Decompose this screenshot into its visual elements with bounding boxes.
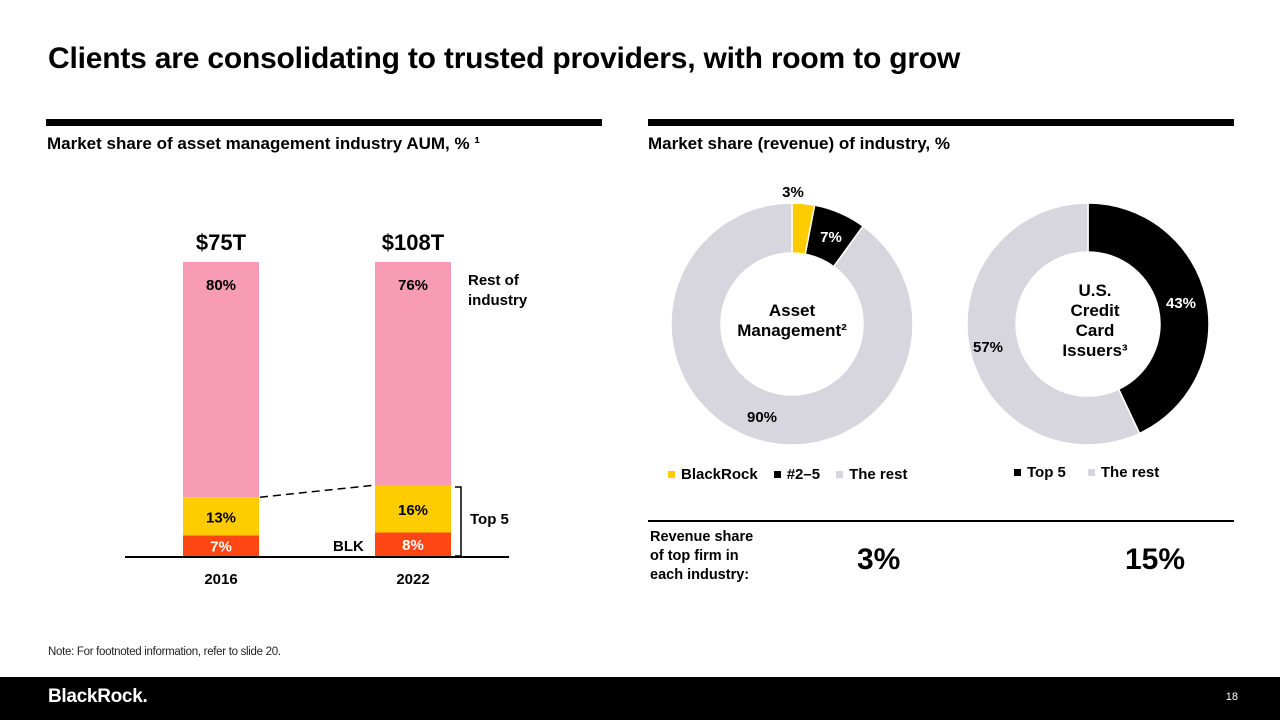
center-label-line: Asset: [769, 301, 816, 320]
donut-label-the-rest: 57%: [973, 339, 1003, 356]
legend-item-top5: Top 5: [1014, 464, 1066, 481]
legend-item-blackrock: BlackRock: [668, 466, 758, 483]
donut-slice-the-rest: [966, 202, 1141, 446]
revenue-share-label-line: of top firm in: [650, 548, 739, 564]
x-tick-2016: 2016: [204, 571, 237, 588]
donut-label-the-rest: 90%: [747, 409, 777, 426]
bar-label-rest-2022: 76%: [398, 277, 428, 294]
bar-segment-blk-2022: [375, 532, 451, 556]
revenue-share-label-line: each industry:: [650, 567, 750, 583]
credit-card-donut: 43% 57%: [966, 202, 1210, 446]
legend-label: Top 5: [1027, 464, 1066, 481]
asset-management-legend: BlackRock #2–5 The rest: [668, 466, 923, 483]
legend-label: BlackRock: [681, 466, 758, 483]
top5-bracket: [455, 486, 462, 557]
legend-swatch: [773, 471, 781, 478]
rest-of-industry-annotation: Rest of industry: [468, 272, 528, 309]
bar-label-blk-2022: 8%: [402, 537, 424, 554]
footer-bar: [0, 677, 1280, 720]
bar-label-top5-2022: 16%: [398, 502, 428, 519]
asset-management-center-label: Asset Management²: [737, 301, 847, 340]
left-section-rule: [46, 119, 602, 126]
footnote: Note: For footnoted information, refer t…: [48, 646, 281, 658]
legend-item-rest: The rest: [836, 466, 907, 483]
legend-swatch: [668, 471, 675, 478]
x-tick-2022: 2022: [396, 571, 429, 588]
donut-label-blackrock: 3%: [782, 184, 804, 201]
bar-label-blk-2016: 7%: [210, 539, 232, 556]
right-chart-title: Market share (revenue) of industry, %: [648, 134, 950, 153]
bar-segment-top5-2022: [375, 485, 451, 533]
revenue-share-label: Revenue share of top firm in each indust…: [650, 528, 753, 585]
bar-segment-rest-2022: [375, 262, 451, 486]
bar-segment-rest-2016: [183, 262, 259, 498]
bar-label-rest-2016: 80%: [206, 277, 236, 294]
center-label-line: Issuers³: [1062, 341, 1128, 360]
legend-item-peers: #2–5: [773, 466, 821, 483]
legend-label: The rest: [1100, 464, 1160, 481]
slide-title: Clients are consolidating to trusted pro…: [48, 42, 961, 75]
donut-label-top-5: 43%: [1166, 295, 1196, 312]
center-label-line: Card: [1076, 321, 1115, 340]
top5-annotation: Top 5: [470, 511, 509, 528]
page-number: 18: [1225, 691, 1238, 703]
asset-management-donut: 3% 7% 90%: [670, 184, 914, 446]
legend-swatch: [836, 471, 844, 478]
bar-label-top5-2016: 13%: [206, 509, 236, 526]
stacked-bar-chart: 7% 13% 80% 8% 16% 76% $75T $108T 2016 2022 Re…: [125, 230, 528, 588]
blackrock-logo: BlackRock.: [48, 686, 148, 707]
donut-slice-the-rest: [670, 202, 914, 446]
total-label-2022: $108T: [382, 230, 445, 255]
donut-label--2-5: 7%: [820, 229, 842, 246]
legend-label: The rest: [849, 466, 908, 483]
left-chart-title: Market share of asset management industr…: [47, 134, 480, 153]
legend-swatch: [1014, 469, 1021, 476]
center-label-line: Credit: [1070, 301, 1119, 320]
credit-card-top-firm-share: 15%: [1125, 543, 1186, 576]
bar-segment-blk-2016: [183, 535, 259, 556]
top5-connector-line: [259, 484, 373, 498]
blk-annotation: BLK: [333, 538, 364, 555]
revenue-share-label-line: Revenue share: [650, 529, 754, 545]
credit-card-center-label: U.S. Credit Card Issuers³: [1062, 281, 1128, 360]
credit-card-legend: Top 5 The rest: [1014, 464, 1175, 481]
total-label-2016: $75T: [196, 230, 247, 255]
center-label-line: U.S.: [1078, 281, 1111, 300]
bar-segment-top5-2016: [183, 497, 259, 536]
legend-swatch: [1087, 469, 1095, 476]
donut-charts: 3% 7% 90% 43% 57% Asset Management² U.S. Cred…: [670, 184, 1210, 446]
right-section-rule: [648, 119, 1234, 126]
legend-item-rest: The rest: [1087, 464, 1160, 481]
asset-management-top-firm-share: 3%: [857, 543, 901, 576]
legend-label: #2–5: [786, 466, 821, 483]
center-label-line: Management²: [737, 321, 847, 340]
donut-slice-top-5: [1087, 202, 1210, 435]
revenue-share-divider: [648, 520, 1234, 522]
